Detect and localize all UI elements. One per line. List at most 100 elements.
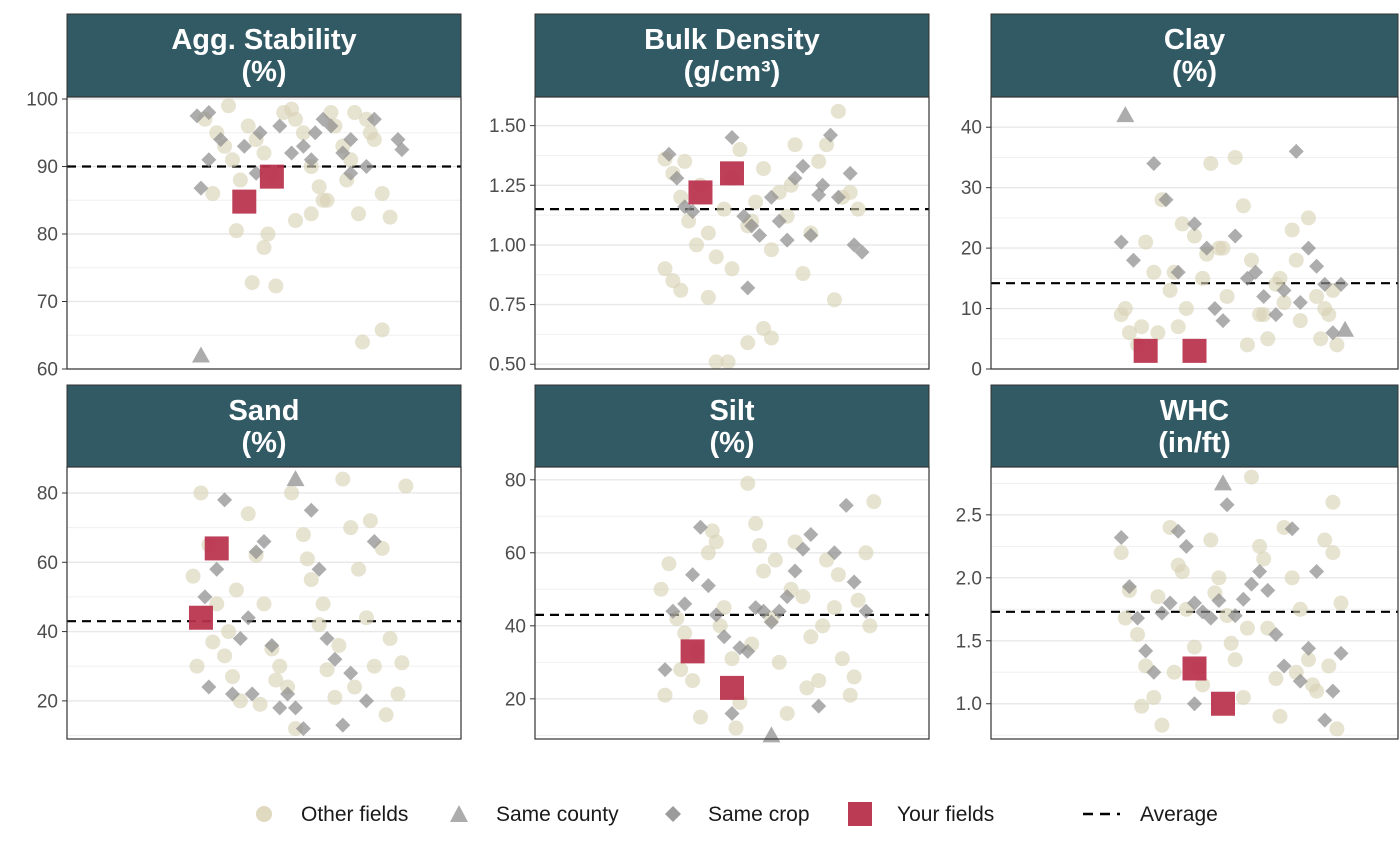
point-same-crop [1252,564,1268,580]
point-same-crop [740,280,756,296]
point-same-crop [1154,605,1170,621]
point-other-field [1252,538,1268,554]
point-other-field [1113,545,1129,561]
point-other-field [224,669,240,685]
point-same-crop [1158,192,1174,208]
point-other-field [394,655,410,671]
point-other-field [382,209,398,225]
y-tick-label: 20 [505,689,526,710]
point-other-field [240,506,256,522]
panel-border [66,96,462,370]
point-other-field [221,624,237,640]
point-other-field [260,226,276,242]
point-other-field [1195,677,1211,693]
point-other-field [830,567,846,583]
point-same-crop [1268,307,1284,323]
point-other-field [378,707,394,723]
point-other-field [1321,658,1337,674]
point-other-field [193,485,209,501]
point-same-crop [1162,595,1178,611]
point-other-field [1203,155,1219,171]
legend-same-crop-label: Same crop [708,803,810,826]
point-same-crop [1219,497,1235,513]
point-same-crop [366,111,382,127]
point-other-field [728,720,744,736]
panel-title: Clay [1164,24,1225,56]
point-other-field [811,153,827,169]
point-other-field [732,141,748,157]
legend: Other fields Same county Same crop Your … [256,802,1218,826]
point-same-crop [692,519,708,535]
point-other-field [815,618,831,634]
point-same-crop [1260,582,1276,598]
point-same-crop [1309,564,1325,580]
point-other-field [288,213,304,229]
point-same-county [1213,474,1232,491]
point-same-crop [1138,643,1154,659]
point-other-field [1219,608,1235,624]
point-other-field [700,225,716,241]
point-other-field [1187,639,1202,655]
point-same-crop [685,204,701,220]
point-same-crop [740,643,756,659]
point-same-crop [1292,295,1308,311]
point-other-field [189,658,205,674]
panel-title: WHC [1160,395,1229,427]
point-same-crop [815,177,831,193]
point-same-crop [803,527,819,543]
panel-5: WHC(in/ft) 1.0 1.5 2.0 2.5 [956,384,1399,740]
point-other-field [803,629,819,645]
panel-strip [990,384,1399,468]
point-same-crop [708,607,724,623]
point-other-field [842,184,858,200]
point-other-field [850,592,866,608]
point-other-field [850,201,866,217]
point-other-field [1333,595,1349,611]
point-same-crop [1333,276,1349,292]
point-other-field [1272,708,1288,724]
panel-strip [990,13,1399,98]
point-same-crop [327,651,343,667]
point-same-crop [209,561,225,577]
point-same-crop [252,125,268,141]
point-other-field [240,118,256,134]
point-other-field [1166,664,1182,680]
point-other-field [1219,288,1235,304]
point-other-field [756,161,772,177]
point-other-field [1239,337,1255,353]
point-your-field [1182,338,1207,363]
point-other-field [315,192,331,208]
point-same-crop [838,497,854,513]
point-other-field [1203,532,1219,548]
panel-border [534,96,930,370]
point-other-field [1117,301,1133,317]
point-other-field [311,617,327,633]
point-other-field [763,330,779,346]
point-same-crop [248,544,264,560]
point-other-field [1276,295,1292,311]
point-other-field [362,125,378,141]
y-tick-label: 0.75 [489,295,526,316]
legend-same-crop-marker [665,806,681,822]
point-same-crop [1276,658,1292,674]
point-other-field [185,568,201,584]
point-other-field [1211,570,1227,586]
panel-3: Sand(%) 20 40 60 80 [37,384,462,740]
point-same-crop [272,118,288,134]
point-same-crop [858,603,874,619]
point-other-field [205,634,221,650]
point-other-field [256,596,272,612]
point-other-field [689,237,705,253]
point-other-field [1170,319,1186,335]
point-other-field [826,292,842,308]
point-other-field [767,552,783,568]
point-your-field [232,189,257,214]
point-other-field [224,152,240,168]
point-other-field [799,680,815,696]
point-same-crop [343,165,359,181]
point-other-field [1227,652,1243,668]
point-other-field [866,494,882,510]
legend-your-fields-label: Your fields [897,803,994,826]
point-other-field [351,561,367,577]
point-same-crop [394,142,410,158]
